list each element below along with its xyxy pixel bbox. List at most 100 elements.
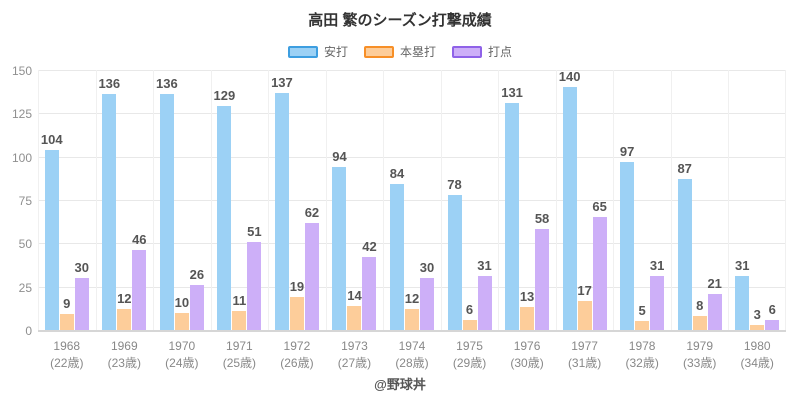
x-tick-age: (27歳) [337, 356, 372, 370]
legend-label-rbis: 打点 [488, 45, 513, 59]
x-tick-age: (34歳) [740, 356, 774, 370]
legend: 安打 本塁打 打点 [0, 43, 800, 60]
bar-本塁打-1969 [117, 309, 132, 330]
bar-安打-1968 [44, 149, 59, 330]
y-tick-label: 125 [11, 107, 32, 122]
bar-value-label: 136 [155, 76, 178, 92]
bar-打点-1975 [477, 276, 492, 330]
x-tick-age: (24歳) [165, 356, 199, 370]
gridline-vertical [728, 70, 730, 330]
x-tick-label: 1973 (27歳) [326, 338, 384, 372]
x-tick-year: 1971 [226, 339, 253, 353]
bar-value-label: 9 [63, 296, 71, 312]
x-tick-age: (22歳) [50, 356, 84, 370]
x-tick-year: 1975 [456, 339, 483, 353]
bar-value-label: 140 [558, 69, 581, 85]
gridline-vertical [670, 70, 672, 330]
x-tick-year: 1980 [743, 339, 771, 353]
y-tick-label: 150 [11, 64, 32, 78]
bar-value-label: 26 [189, 266, 205, 282]
bar-本塁打-1977 [577, 300, 592, 330]
x-tick-year: 1969 [110, 339, 138, 353]
bar-本塁打-1978 [635, 321, 650, 330]
bar-打点-1976 [535, 229, 550, 330]
bar-value-label: 13 [519, 289, 535, 305]
gridline-vertical [38, 70, 39, 330]
y-tick-label: 25 [18, 280, 32, 295]
bar-value-label: 30 [419, 260, 435, 275]
bar-安打-1973 [332, 167, 347, 330]
bar-打点-1980 [765, 319, 780, 330]
x-tick-year: 1968 [53, 339, 81, 353]
legend-swatch-homeruns [363, 45, 394, 58]
x-tick-age: (25歳) [222, 356, 257, 370]
bar-value-label: 31 [477, 258, 492, 274]
bar-value-label: 62 [304, 204, 320, 220]
x-tick-label: 1976 (30歳) [498, 338, 556, 372]
y-tick-label: 75 [18, 194, 32, 208]
x-tick-label: 1978 (32歳) [613, 338, 671, 372]
x-tick-age: (28歳) [395, 356, 429, 370]
bar-打点-1969 [132, 250, 147, 330]
x-tick-label: 1980 (34歳) [728, 338, 786, 372]
bar-本塁打-1968 [59, 314, 74, 330]
bar-value-label: 12 [117, 291, 132, 307]
bar-安打-1969 [102, 94, 117, 330]
gridline-vertical [498, 70, 500, 330]
gridline-horizontal [38, 113, 786, 115]
bar-value-label: 19 [289, 279, 305, 295]
bar-安打-1977 [562, 87, 577, 330]
bar-打点-1977 [592, 217, 607, 330]
bar-value-label: 3 [753, 306, 761, 322]
bar-value-label: 31 [649, 258, 665, 274]
bar-安打-1975 [447, 194, 462, 330]
bar-value-label: 51 [247, 223, 262, 239]
gridline-vertical [555, 70, 557, 330]
legend-item-rbis[interactable]: 打点 [452, 43, 512, 60]
x-tick-age: (29歳) [452, 356, 487, 370]
bar-value-label: 5 [638, 303, 646, 319]
bar-本塁打-1979 [692, 316, 707, 330]
bar-打点-1968 [74, 278, 89, 330]
bar-value-label: 65 [592, 199, 607, 215]
bar-value-label: 104 [40, 131, 63, 147]
x-tick-label: 1971 (25歳) [211, 338, 269, 372]
gridline-vertical [325, 70, 327, 330]
bar-value-label: 30 [74, 260, 89, 275]
gridline-vertical [153, 70, 155, 330]
bar-value-label: 94 [332, 149, 347, 165]
bar-本塁打-1970 [174, 312, 189, 330]
x-tick-label: 1977 (31歳) [556, 338, 614, 372]
bar-value-label: 12 [404, 291, 420, 307]
x-tick-label: 1974 (28歳) [383, 338, 441, 372]
bar-value-label: 11 [232, 292, 247, 308]
bar-本塁打-1973 [347, 305, 362, 330]
legend-item-homeruns[interactable]: 本塁打 [363, 43, 436, 60]
bar-value-label: 14 [347, 287, 362, 303]
bar-value-label: 10 [174, 294, 190, 310]
bar-value-label: 87 [677, 161, 692, 177]
bar-value-label: 84 [389, 166, 405, 182]
gridline-vertical [95, 70, 97, 330]
x-tick-label: 1975 (29歳) [441, 338, 499, 372]
bar-本塁打-1980 [750, 324, 765, 330]
bar-本塁打-1975 [462, 319, 477, 330]
x-tick-year: 1970 [168, 339, 196, 353]
legend-label-homeruns: 本塁打 [399, 45, 436, 59]
bar-value-label: 17 [577, 282, 592, 298]
x-tick-label: 1968 (22歳) [38, 338, 96, 372]
bar-安打-1972 [274, 92, 289, 330]
legend-swatch-hits [287, 45, 318, 58]
gridline-vertical [210, 70, 212, 330]
gridline-vertical [383, 70, 385, 330]
bar-打点-1971 [247, 241, 262, 330]
bar-value-label: 46 [132, 232, 147, 248]
chart-title: 高田 繁のシーズン打撃成績 [308, 12, 492, 29]
bar-打点-1974 [420, 278, 434, 330]
legend-item-hits[interactable]: 安打 [287, 43, 348, 60]
gridline-vertical [440, 70, 442, 330]
y-tick-label: 50 [18, 237, 32, 252]
bar-本塁打-1974 [405, 309, 419, 330]
x-tick-age: (26歳) [280, 356, 314, 370]
